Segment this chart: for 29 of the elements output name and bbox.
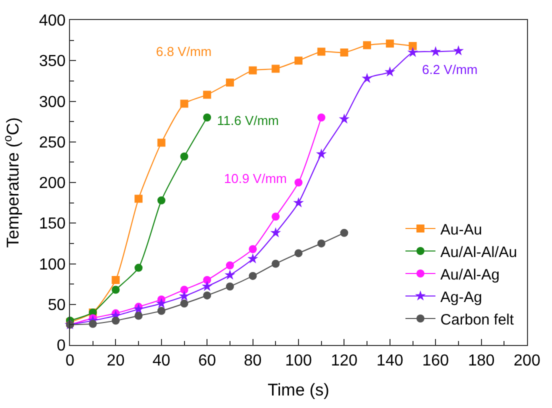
y-tick-label: 100 [38, 256, 66, 274]
annotation: 11.6 V/mm [217, 113, 279, 128]
x-tick-label: 180 [468, 352, 495, 370]
legend-label: Au/Al-Al/Au [440, 244, 518, 261]
x-tick-label: 40 [152, 352, 170, 370]
y-tick-label: 0 [56, 338, 66, 355]
x-axis-title: Time (s) [268, 380, 330, 400]
y-tick-label: 300 [38, 94, 66, 111]
y-tick-label: 400 [38, 12, 66, 30]
y-tick-label: 50 [48, 296, 66, 314]
x-tick-label: 140 [376, 352, 404, 370]
x-tick-label: 200 [514, 352, 540, 370]
x-tick-label: 20 [106, 352, 125, 370]
annotation: 10.9 V/mm [224, 171, 287, 186]
legend-label: Ag-Ag [440, 288, 482, 306]
y-tick-label: 250 [38, 134, 66, 152]
legend-label: Au-Au [440, 221, 482, 238]
annotation: 6.2 V/mm [422, 62, 478, 77]
annotation: 6.8 V/mm [156, 44, 212, 59]
legend-label: Carbon felt [440, 311, 515, 328]
x-tick-label: 80 [244, 352, 262, 370]
y-tick-label: 200 [38, 175, 66, 192]
x-tick-label: 60 [198, 352, 216, 370]
x-tick-label: 120 [330, 352, 358, 370]
legend-label: Au/Al-Ag [440, 266, 500, 284]
x-tick-label: 160 [422, 352, 450, 370]
x-tick-label: 100 [285, 352, 312, 370]
y-tick-label: 350 [38, 53, 66, 70]
y-tick-label: 150 [38, 216, 66, 233]
